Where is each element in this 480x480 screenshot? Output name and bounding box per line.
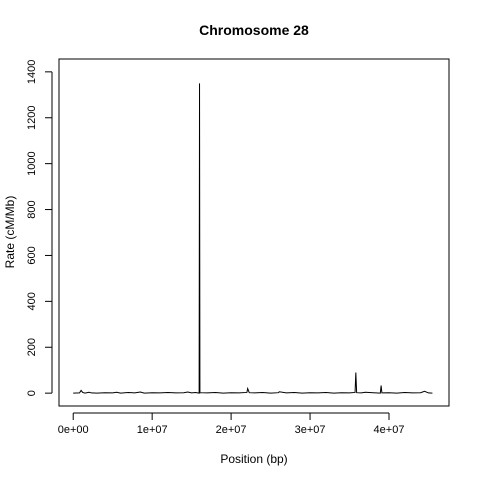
x-tick-label: 4e+07 bbox=[374, 424, 405, 436]
series-line-0 bbox=[73, 83, 433, 394]
x-tick-label: 3e+07 bbox=[295, 424, 326, 436]
y-tick-label: 600 bbox=[26, 246, 38, 264]
y-tick-label: 400 bbox=[26, 292, 38, 310]
y-tick-label: 1000 bbox=[26, 151, 38, 175]
y-axis-label: Rate (cM/Mb) bbox=[3, 196, 17, 269]
x-axis-label: Position (bp) bbox=[220, 452, 287, 466]
y-tick-label: 200 bbox=[26, 338, 38, 356]
y-tick-label: 1200 bbox=[26, 106, 38, 130]
y-tick-label: 1400 bbox=[26, 60, 38, 84]
y-tick-label: 0 bbox=[26, 390, 38, 396]
x-tick-label: 1e+07 bbox=[137, 424, 168, 436]
x-tick-label: 0e+00 bbox=[58, 424, 89, 436]
chart-title: Chromosome 28 bbox=[199, 22, 309, 38]
plot-area bbox=[73, 83, 433, 394]
y-tick-label: 800 bbox=[26, 200, 38, 218]
plot-frame bbox=[58, 58, 450, 407]
x-tick-label: 2e+07 bbox=[216, 424, 247, 436]
